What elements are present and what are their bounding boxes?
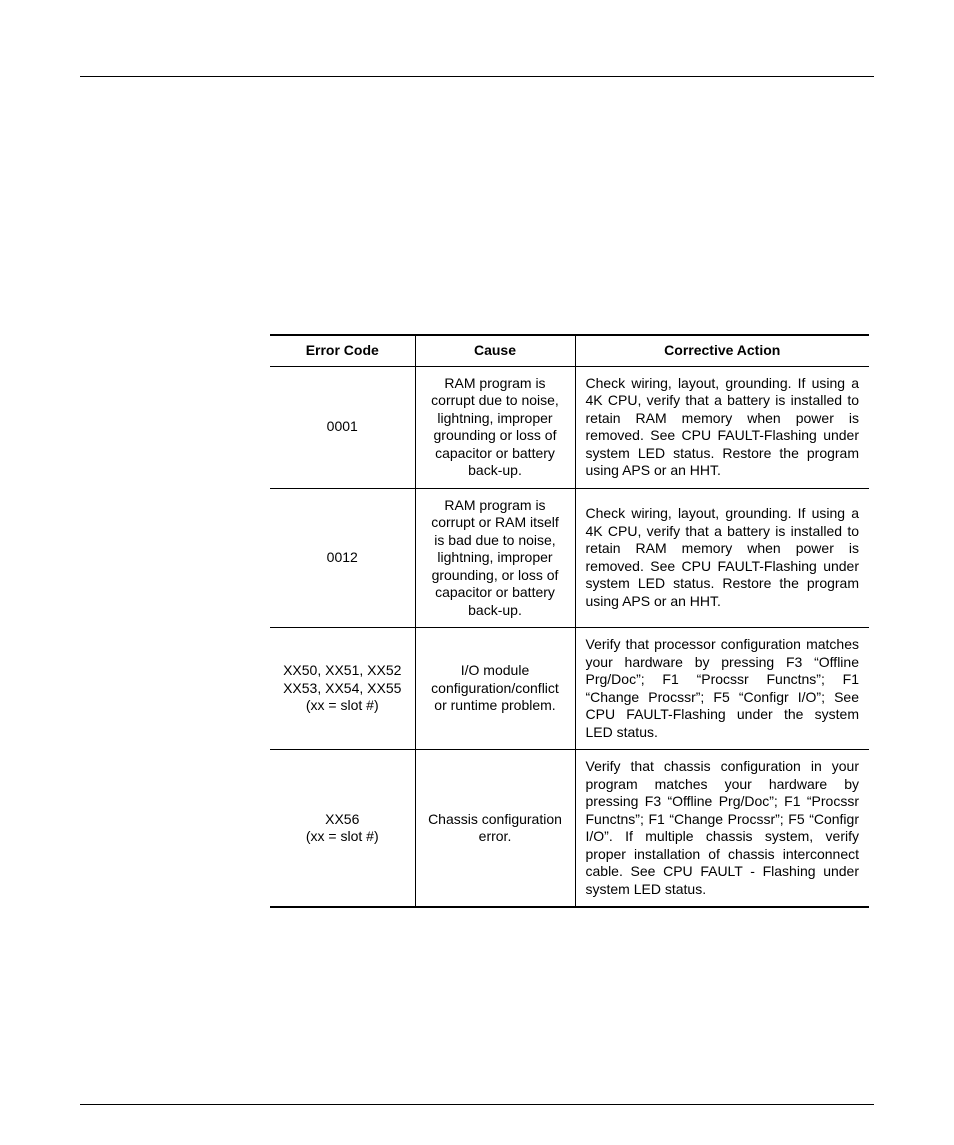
top-header-rule xyxy=(80,76,874,77)
code-line: 0012 xyxy=(280,549,405,567)
table-row: 0001 RAM program is corrupt due to noise… xyxy=(270,366,869,488)
table-row: XX50, XX51, XX52 XX53, XX54, XX55 (xx = … xyxy=(270,628,869,750)
col-header-error-code: Error Code xyxy=(270,335,415,366)
cell-cause: Chassis configuration error. xyxy=(415,750,575,908)
code-line: XX53, XX54, XX55 xyxy=(280,680,405,698)
code-line: (xx = slot #) xyxy=(280,828,405,846)
cell-action: Verify that chassis configuration in you… xyxy=(575,750,869,908)
cell-error-code: XX56 (xx = slot #) xyxy=(270,750,415,908)
cell-error-code: 0012 xyxy=(270,488,415,628)
code-lines: 0012 xyxy=(280,549,405,567)
col-header-cause: Cause xyxy=(415,335,575,366)
cell-action: Check wiring, layout, grounding. If usin… xyxy=(575,488,869,628)
col-header-action: Corrective Action xyxy=(575,335,869,366)
table-header-row: Error Code Cause Corrective Action xyxy=(270,335,869,366)
code-line: XX50, XX51, XX52 xyxy=(280,662,405,680)
error-code-table: Error Code Cause Corrective Action 0001 … xyxy=(270,334,869,908)
code-lines: XX56 (xx = slot #) xyxy=(280,811,405,846)
code-line: 0001 xyxy=(280,418,405,436)
cell-cause: I/O module configuration/conflict or run… xyxy=(415,628,575,750)
code-line: (xx = slot #) xyxy=(280,697,405,715)
table-row: 0012 RAM program is corrupt or RAM itsel… xyxy=(270,488,869,628)
code-line: XX56 xyxy=(280,811,405,829)
code-lines: XX50, XX51, XX52 XX53, XX54, XX55 (xx = … xyxy=(280,662,405,715)
cell-cause: RAM program is corrupt due to noise, lig… xyxy=(415,366,575,488)
code-lines: 0001 xyxy=(280,418,405,436)
table-row: XX56 (xx = slot #) Chassis configuration… xyxy=(270,750,869,908)
cell-error-code: 0001 xyxy=(270,366,415,488)
cell-action: Check wiring, layout, grounding. If usin… xyxy=(575,366,869,488)
cell-cause: RAM program is corrupt or RAM itself is … xyxy=(415,488,575,628)
cell-action: Verify that processor configuration matc… xyxy=(575,628,869,750)
page: Error Code Cause Corrective Action 0001 … xyxy=(0,0,954,1145)
bottom-footer-rule xyxy=(80,1104,874,1105)
cell-error-code: XX50, XX51, XX52 XX53, XX54, XX55 (xx = … xyxy=(270,628,415,750)
